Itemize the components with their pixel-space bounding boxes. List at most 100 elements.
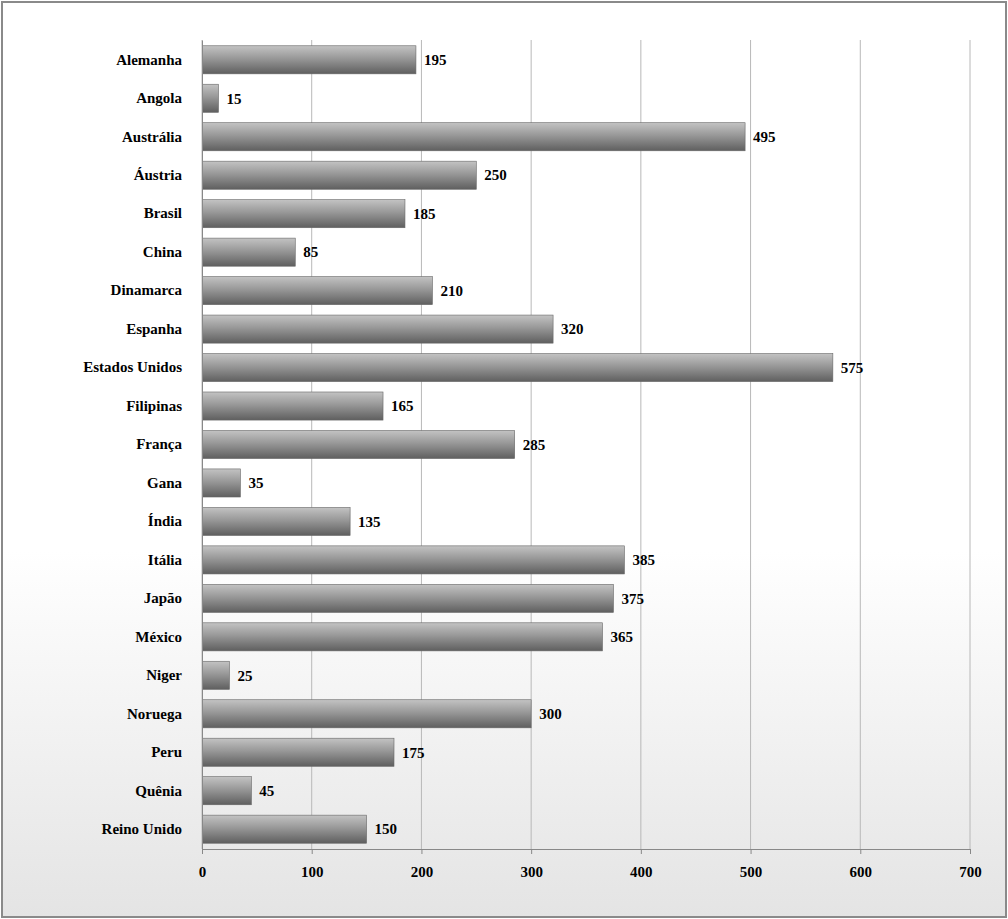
bar	[202, 623, 602, 651]
y-tick-label: Angola	[136, 90, 182, 106]
x-tick: 100	[301, 849, 324, 880]
data-label: 15	[226, 91, 241, 107]
y-tick: Niger	[146, 667, 202, 683]
data-label: 195	[424, 52, 447, 68]
y-tick-label: México	[135, 629, 182, 645]
bar	[202, 123, 745, 151]
y-tick-label: Estados Unidos	[83, 359, 182, 375]
data-label: 575	[841, 360, 864, 376]
data-label: 135	[358, 514, 381, 530]
x-tick: 200	[411, 849, 434, 880]
bar	[202, 392, 383, 420]
x-tick-label: 700	[959, 864, 982, 880]
x-tick-mark	[421, 849, 422, 854]
y-tick: Filipinas	[126, 398, 202, 414]
bar	[202, 661, 229, 689]
x-tick-label: 600	[850, 864, 873, 880]
grid-line	[202, 40, 203, 849]
x-tick-mark	[641, 849, 642, 854]
data-label: 495	[753, 129, 776, 145]
data-label: 385	[632, 552, 655, 568]
bar	[202, 161, 476, 189]
bar	[202, 546, 624, 574]
grid	[202, 40, 970, 849]
x-tick: 600	[850, 849, 873, 880]
x-tick: 700	[959, 849, 982, 880]
bar	[202, 84, 218, 112]
y-tick-label: Reino Unido	[102, 821, 182, 837]
bar	[202, 46, 416, 74]
x-tick-mark	[531, 849, 532, 854]
x-tick-label: 100	[301, 864, 324, 880]
data-label: 85	[303, 244, 318, 260]
bars	[202, 46, 833, 843]
data-label: 165	[391, 398, 414, 414]
data-label: 35	[248, 475, 263, 491]
bar	[202, 738, 394, 766]
bar	[202, 815, 367, 843]
bar	[202, 584, 613, 612]
y-tick: Áustria	[134, 167, 202, 183]
y-tick: Austrália	[122, 129, 202, 145]
bar	[202, 315, 553, 343]
x-axis-line	[203, 850, 971, 855]
bar	[202, 430, 515, 458]
y-tick: México	[135, 629, 202, 645]
y-tick-label: Quênia	[135, 783, 182, 799]
y-tick: Angola	[136, 90, 202, 106]
y-tick: Peru	[151, 744, 202, 760]
data-labels: 1951549525018585210320575165285351353853…	[226, 52, 863, 837]
y-tick: Estados Unidos	[83, 359, 202, 375]
y-tick-label: Filipinas	[126, 398, 182, 414]
data-label: 150	[375, 821, 398, 837]
x-tick-mark	[202, 849, 203, 854]
data-label: 285	[523, 437, 546, 453]
data-label: 320	[561, 321, 584, 337]
y-axis-line	[202, 41, 203, 850]
y-tick: Índia	[148, 513, 202, 529]
y-tick: Reino Unido	[102, 821, 202, 837]
bar	[202, 277, 432, 305]
x-tick-label: 300	[520, 864, 543, 880]
y-tick-label: Noruega	[127, 706, 182, 722]
y-tick-label: Brasil	[144, 205, 182, 221]
y-tick: China	[143, 244, 202, 260]
y-tick-label: Niger	[146, 667, 182, 683]
y-tick-label: Austrália	[122, 129, 183, 145]
plot: 0100200300400500600700AlemanhaAngolaAust…	[83, 40, 982, 880]
x-tick-mark	[970, 849, 971, 854]
data-label: 175	[402, 745, 425, 761]
y-tick-label: Áustria	[134, 167, 183, 183]
y-tick: Japão	[144, 590, 202, 606]
data-label: 25	[237, 668, 252, 684]
bar	[202, 777, 251, 805]
y-tick: Quênia	[135, 783, 202, 799]
y-tick: Gana	[147, 475, 202, 491]
y-tick: Alemanha	[116, 52, 202, 68]
y-tick: Brasil	[144, 205, 202, 221]
data-label: 375	[621, 591, 644, 607]
grid-line	[860, 40, 861, 849]
y-tick: Noruega	[127, 706, 202, 722]
frame	[2, 2, 1006, 917]
grid-line	[750, 40, 751, 849]
y-tick: Itália	[148, 552, 202, 568]
grid-line	[970, 40, 971, 849]
y-axis: Alemanha Angola Austrália Áustria Brasil Chin…	[83, 41, 202, 850]
data-label: 300	[539, 706, 562, 722]
bar	[202, 507, 350, 535]
bar	[202, 200, 405, 228]
y-tick-label: China	[143, 244, 183, 260]
y-tick-label: Índia	[148, 513, 183, 529]
y-tick-label: Gana	[147, 475, 183, 491]
bar	[202, 238, 295, 266]
y-tick: Espanha	[126, 321, 202, 337]
x-tick-mark	[751, 849, 752, 854]
data-label: 185	[413, 206, 436, 222]
data-label: 365	[610, 629, 633, 645]
x-tick: 400	[630, 849, 653, 880]
data-label: 210	[440, 283, 463, 299]
grid-line	[640, 40, 641, 849]
chart-svg: 0100200300400500600700AlemanhaAngolaAust…	[0, 0, 1008, 919]
y-tick-label: Dinamarca	[111, 282, 183, 298]
